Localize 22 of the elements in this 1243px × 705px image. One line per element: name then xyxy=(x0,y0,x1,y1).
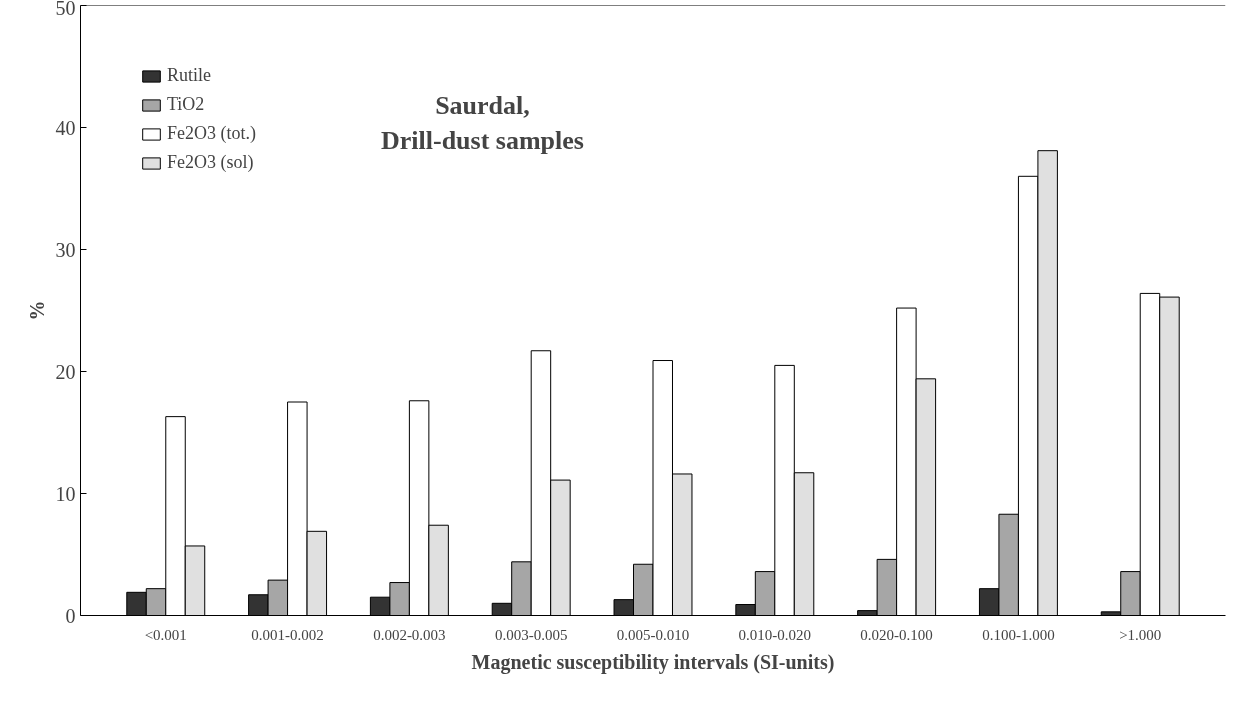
x-axis-title: Magnetic susceptibility intervals (SI-units) xyxy=(471,650,835,674)
x-tick-label: 0.020-0.100 xyxy=(860,626,933,643)
x-tick-label: >1.000 xyxy=(1119,626,1162,643)
x-tick-label: 0.005-0.010 xyxy=(616,626,690,643)
x-tick-label: 0.003-0.005 xyxy=(494,626,568,643)
y-tick-label: 10 xyxy=(55,482,76,505)
y-tick-label: 20 xyxy=(55,360,76,383)
legend-label: TiO2 xyxy=(167,94,205,115)
x-tick-label: 0.002-0.003 xyxy=(373,626,446,643)
y-tick-label: 50 xyxy=(55,0,76,19)
legend-label: Fe2O3 (tot.) xyxy=(167,123,256,144)
legend-label: Rutile xyxy=(167,65,211,86)
y-tick-label: 40 xyxy=(55,116,76,139)
legend-label: Fe2O3 (sol) xyxy=(167,152,254,173)
x-tick-label: 0.001-0.002 xyxy=(251,626,324,643)
y-axis-title: % xyxy=(25,300,48,321)
x-tick-label: <0.001 xyxy=(144,626,187,643)
x-tick-label: 0.010-0.020 xyxy=(738,626,812,643)
x-tick-label: 0.100-1.000 xyxy=(982,626,1055,643)
text: Saurdal, Drill-dust samples xyxy=(380,90,584,155)
y-tick-label: 0 xyxy=(65,604,76,627)
y-tick-label: 30 xyxy=(55,238,76,261)
